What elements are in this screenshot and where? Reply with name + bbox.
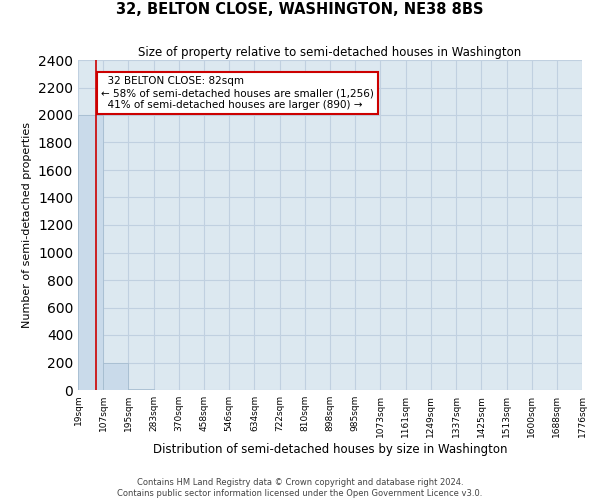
Title: Size of property relative to semi-detached houses in Washington: Size of property relative to semi-detach… [139,46,521,59]
Text: 32, BELTON CLOSE, WASHINGTON, NE38 8BS: 32, BELTON CLOSE, WASHINGTON, NE38 8BS [116,2,484,18]
Text: Contains HM Land Registry data © Crown copyright and database right 2024.
Contai: Contains HM Land Registry data © Crown c… [118,478,482,498]
Bar [103,362,128,390]
Text: 32 BELTON CLOSE: 82sqm
← 58% of semi-detached houses are smaller (1,256)
  41% o: 32 BELTON CLOSE: 82sqm ← 58% of semi-det… [101,76,374,110]
Y-axis label: Number of semi-detached properties: Number of semi-detached properties [22,122,32,328]
Bar [78,115,103,390]
X-axis label: Distribution of semi-detached houses by size in Washington: Distribution of semi-detached houses by … [153,442,507,456]
